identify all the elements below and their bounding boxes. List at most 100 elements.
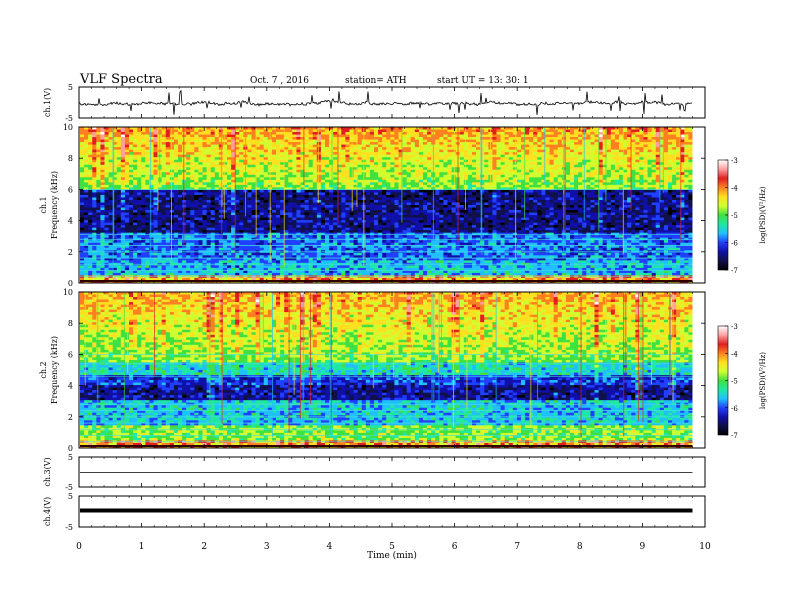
spectrogram-cell [369, 129, 375, 133]
spectrogram-cell [484, 169, 489, 173]
spectrogram-cell [324, 157, 330, 161]
spectrogram-cell [133, 179, 138, 183]
spectrogram-cell [194, 172, 199, 176]
spectrogram-cell [623, 192, 628, 196]
spectrogram-cell [222, 184, 228, 188]
spectrogram-cell [178, 167, 183, 171]
spectrogram-cell [137, 152, 142, 156]
spectrogram-cell [312, 127, 318, 130]
spectrogram-cell [329, 137, 334, 140]
spectrogram-cell [312, 192, 318, 196]
spectrogram-cell [635, 184, 640, 188]
spectrogram-cell [349, 147, 354, 151]
spectrogram-cell [218, 189, 224, 193]
spectrogram-cell [459, 192, 465, 196]
spectrogram-cell [627, 127, 632, 130]
spectrogram-cell [651, 132, 657, 135]
spectrogram-cell [231, 142, 236, 146]
spectrogram-cell [618, 142, 624, 146]
spectrogram-cell [300, 134, 305, 138]
spectrogram-cell [231, 187, 236, 191]
spectrogram-cell [373, 174, 379, 178]
spectrogram-cell [149, 134, 154, 138]
spectrogram-cell [569, 184, 575, 188]
spectrogram-cell [378, 179, 383, 183]
spectrogram-cell [210, 202, 216, 206]
spectrogram-cell [688, 144, 693, 148]
spectrogram-cell [427, 205, 432, 208]
spectrogram-cell [231, 147, 236, 151]
spectrogram-cell [288, 177, 293, 181]
spectrogram-cell [353, 182, 359, 186]
spectrogram-cell [516, 167, 522, 171]
spectrogram-cell [202, 187, 207, 191]
spectrogram-cell [676, 144, 681, 148]
spectrogram-cell [471, 174, 477, 178]
spectrogram-cell [333, 149, 338, 153]
spectrogram-cell [190, 144, 195, 148]
spectrogram-cell [141, 189, 146, 193]
spectrogram-cell [635, 174, 640, 178]
spectrogram-cell [271, 164, 277, 168]
spectrogram-cell [402, 152, 408, 156]
spectrogram-cell [198, 142, 203, 146]
spectrogram-cell [516, 154, 522, 158]
spectrogram-cell [537, 167, 542, 171]
spectrogram-cell [610, 144, 616, 148]
spectrogram-cell [288, 139, 293, 143]
spectrogram-cell [467, 162, 473, 166]
spectrogram-cell [251, 199, 256, 203]
spectrogram-cell [508, 202, 514, 206]
spectrogram-cell [549, 192, 555, 196]
spectrogram-cell [471, 144, 477, 148]
spectrogram-cell [378, 169, 383, 173]
spectrogram-cell [590, 187, 595, 191]
spectrogram-cell [602, 202, 608, 206]
spectrogram-cell [169, 205, 175, 208]
spectrogram-cell [394, 169, 399, 173]
spectrogram-cell [639, 187, 644, 191]
spectrogram-cell [586, 199, 591, 203]
spectrogram-cell [427, 194, 432, 198]
spectrogram-cell [516, 194, 522, 198]
spectrogram-cell [178, 174, 183, 178]
spectrogram-cell [133, 164, 138, 168]
spectrogram-cell [149, 177, 154, 181]
spectrogram-cell [610, 187, 616, 191]
spectrogram-cell [635, 192, 640, 196]
spectrogram-cell [439, 205, 444, 208]
spectrogram-cell [173, 192, 179, 196]
spectrogram-cell [459, 182, 465, 186]
spectrogram-cell [655, 202, 661, 206]
spectrogram-cell [316, 159, 322, 163]
spectrogram-cell [214, 172, 220, 176]
spectrogram-cell [96, 192, 101, 196]
spectrogram-cell [402, 182, 408, 186]
spectrogram-cell [320, 192, 326, 196]
spectrogram-cell [173, 159, 179, 163]
spectrogram-cell [618, 194, 624, 198]
spectrogram-cell [296, 187, 301, 191]
spectrogram-cell [418, 134, 424, 138]
spectrogram-cell [280, 147, 285, 151]
spectrogram-cell [594, 142, 599, 146]
spectrogram-cell [651, 192, 657, 196]
spectrogram-cell [218, 142, 224, 146]
spectrogram-cell [271, 157, 277, 161]
spectrogram-cell [647, 162, 653, 166]
spectrogram-cell [443, 192, 448, 196]
spectrogram-cell [549, 127, 555, 130]
spectrogram-cell [594, 179, 599, 183]
spectrogram-cell [496, 144, 501, 148]
spectrogram-cell [635, 147, 640, 151]
spectrogram-cell [357, 129, 363, 133]
spectrogram-cell [345, 169, 350, 173]
spectrogram-cell [598, 177, 604, 181]
spectrogram-cell [104, 177, 109, 181]
spectrogram-cell [537, 202, 542, 206]
spectrogram-cell [255, 189, 261, 193]
spectrogram-cell [574, 142, 579, 146]
spectrogram-cell [451, 137, 457, 140]
spectrogram-cell [410, 167, 416, 171]
spectrogram-cell [80, 152, 85, 156]
